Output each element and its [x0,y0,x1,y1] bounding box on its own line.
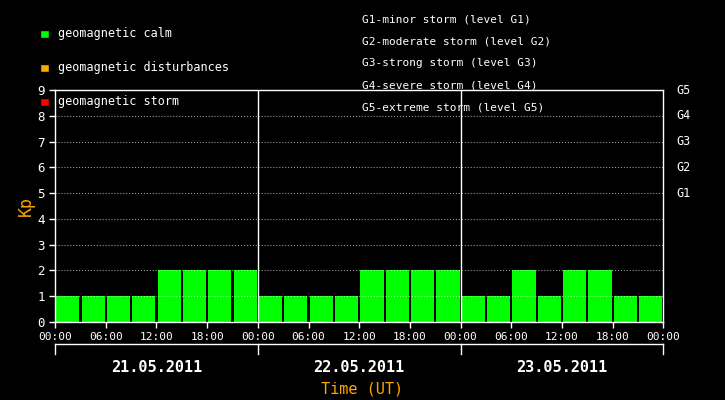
Bar [284,296,307,322]
Bar [614,296,637,322]
Text: Time (UT): Time (UT) [321,381,404,396]
Text: 22.05.2011: 22.05.2011 [314,360,405,375]
Bar [360,270,384,322]
Text: G5: G5 [676,84,690,96]
Bar [538,296,561,322]
Bar [157,270,181,322]
Text: G3: G3 [676,135,690,148]
Bar [56,296,80,322]
Bar [513,270,536,322]
Bar [259,296,282,322]
Bar [462,296,485,322]
Text: G1: G1 [676,187,690,200]
Bar [107,296,130,322]
Bar [81,296,104,322]
Text: G4-severe storm (level G4): G4-severe storm (level G4) [362,80,538,90]
Text: geomagnetic disturbances: geomagnetic disturbances [58,62,229,74]
Y-axis label: Kp: Kp [17,196,34,216]
Bar [386,270,409,322]
Bar [487,296,510,322]
Bar [208,270,231,322]
Text: 21.05.2011: 21.05.2011 [111,360,202,375]
Bar [310,296,333,322]
Bar [436,270,460,322]
Bar [589,270,612,322]
Bar [563,270,587,322]
Text: geomagnetic storm: geomagnetic storm [58,96,179,108]
Text: G1-minor storm (level G1): G1-minor storm (level G1) [362,14,531,24]
Bar [335,296,358,322]
Text: G4: G4 [676,109,690,122]
Bar [233,270,257,322]
Bar [639,296,663,322]
Bar [411,270,434,322]
Text: G2-moderate storm (level G2): G2-moderate storm (level G2) [362,36,552,46]
Text: G3-strong storm (level G3): G3-strong storm (level G3) [362,58,538,68]
Text: geomagnetic calm: geomagnetic calm [58,28,172,40]
Text: 23.05.2011: 23.05.2011 [516,360,608,375]
Text: G5-extreme storm (level G5): G5-extreme storm (level G5) [362,102,544,112]
Bar [183,270,206,322]
Text: G2: G2 [676,161,690,174]
Bar [132,296,155,322]
